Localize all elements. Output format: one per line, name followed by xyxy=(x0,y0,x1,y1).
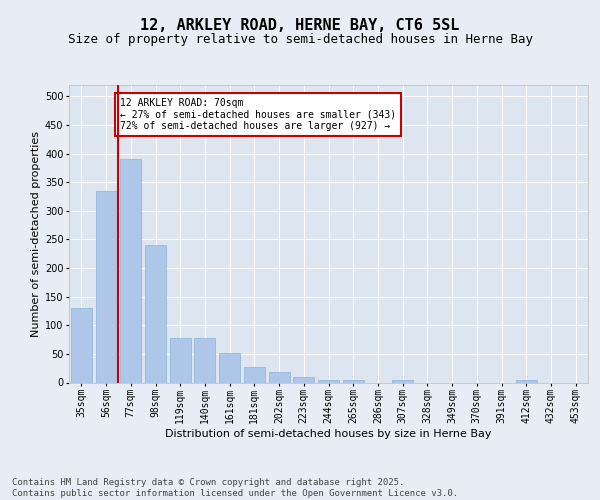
Bar xyxy=(244,367,265,382)
Bar xyxy=(194,338,215,382)
Bar xyxy=(170,338,191,382)
Text: Contains HM Land Registry data © Crown copyright and database right 2025.
Contai: Contains HM Land Registry data © Crown c… xyxy=(12,478,458,498)
Bar xyxy=(71,308,92,382)
Bar xyxy=(516,380,537,382)
Bar xyxy=(95,191,116,382)
Bar xyxy=(120,160,141,382)
Bar xyxy=(293,377,314,382)
Bar xyxy=(318,380,339,382)
Bar xyxy=(269,372,290,382)
Text: Size of property relative to semi-detached houses in Herne Bay: Size of property relative to semi-detach… xyxy=(67,32,533,46)
Text: 12 ARKLEY ROAD: 70sqm
← 27% of semi-detached houses are smaller (343)
72% of sem: 12 ARKLEY ROAD: 70sqm ← 27% of semi-deta… xyxy=(119,98,396,132)
Y-axis label: Number of semi-detached properties: Number of semi-detached properties xyxy=(31,130,41,337)
X-axis label: Distribution of semi-detached houses by size in Herne Bay: Distribution of semi-detached houses by … xyxy=(165,429,492,439)
Bar xyxy=(219,353,240,382)
Text: 12, ARKLEY ROAD, HERNE BAY, CT6 5SL: 12, ARKLEY ROAD, HERNE BAY, CT6 5SL xyxy=(140,18,460,32)
Bar xyxy=(145,245,166,382)
Bar xyxy=(392,380,413,382)
Bar xyxy=(343,380,364,382)
